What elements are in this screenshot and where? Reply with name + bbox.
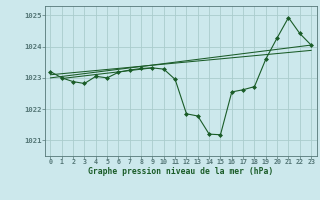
X-axis label: Graphe pression niveau de la mer (hPa): Graphe pression niveau de la mer (hPa)	[88, 167, 273, 176]
